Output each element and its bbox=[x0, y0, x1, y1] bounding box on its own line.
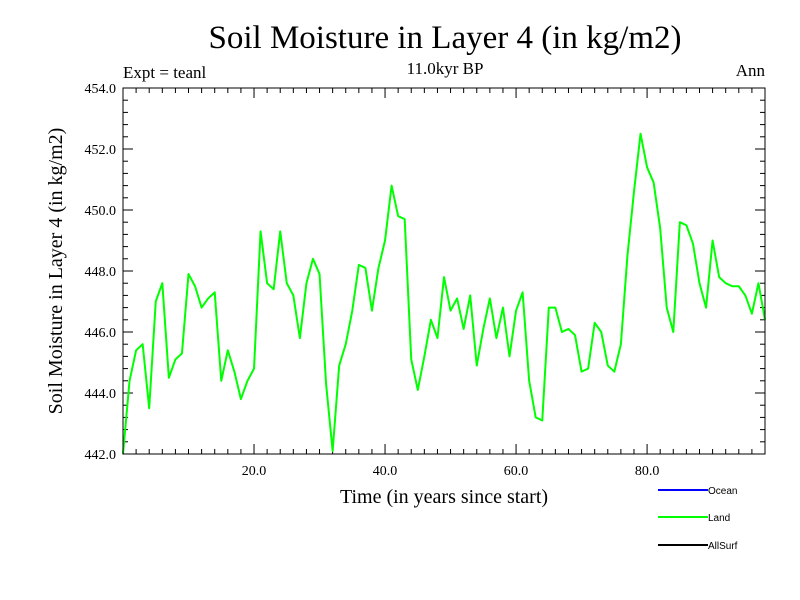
y-axis-label: Soil Moisture in Layer 4 (in kg/m2) bbox=[45, 128, 67, 415]
x-tick-label: 20.0 bbox=[242, 464, 267, 479]
series-line-land bbox=[122, 132, 766, 455]
y-tick-label: 452.0 bbox=[85, 143, 117, 158]
axis-ticks bbox=[123, 88, 765, 454]
y-tick-label: 446.0 bbox=[85, 326, 117, 341]
season-label: Ann bbox=[736, 61, 766, 80]
y-tick-label: 448.0 bbox=[85, 265, 117, 280]
y-tick-label: 442.0 bbox=[85, 448, 117, 463]
x-tick-labels: 20.0 40.0 60.0 80.0 bbox=[242, 464, 660, 479]
legend: Ocean Land AllSurf bbox=[658, 486, 738, 552]
legend-label-allsurf: AllSurf bbox=[708, 541, 738, 552]
x-axis-label: Time (in years since start) bbox=[340, 486, 548, 508]
chart-subtitle: 11.0kyr BP bbox=[407, 59, 484, 78]
x-tick-label: 40.0 bbox=[373, 464, 398, 479]
legend-label-land: Land bbox=[708, 513, 730, 524]
experiment-label: Expt = teanl bbox=[123, 63, 207, 82]
y-tick-label: 444.0 bbox=[85, 387, 117, 402]
y-tick-label: 450.0 bbox=[85, 204, 117, 219]
legend-label-ocean: Ocean bbox=[708, 486, 737, 497]
plot-frame bbox=[122, 87, 766, 455]
series-layer bbox=[122, 132, 766, 455]
x-tick-label: 80.0 bbox=[635, 464, 660, 479]
x-tick-label: 60.0 bbox=[504, 464, 529, 479]
y-tick-labels: 442.0 444.0 446.0 448.0 450.0 452.0 454.0 bbox=[85, 82, 117, 463]
chart-title: Soil Moisture in Layer 4 (in kg/m2) bbox=[209, 20, 682, 56]
y-tick-label: 454.0 bbox=[85, 82, 117, 97]
